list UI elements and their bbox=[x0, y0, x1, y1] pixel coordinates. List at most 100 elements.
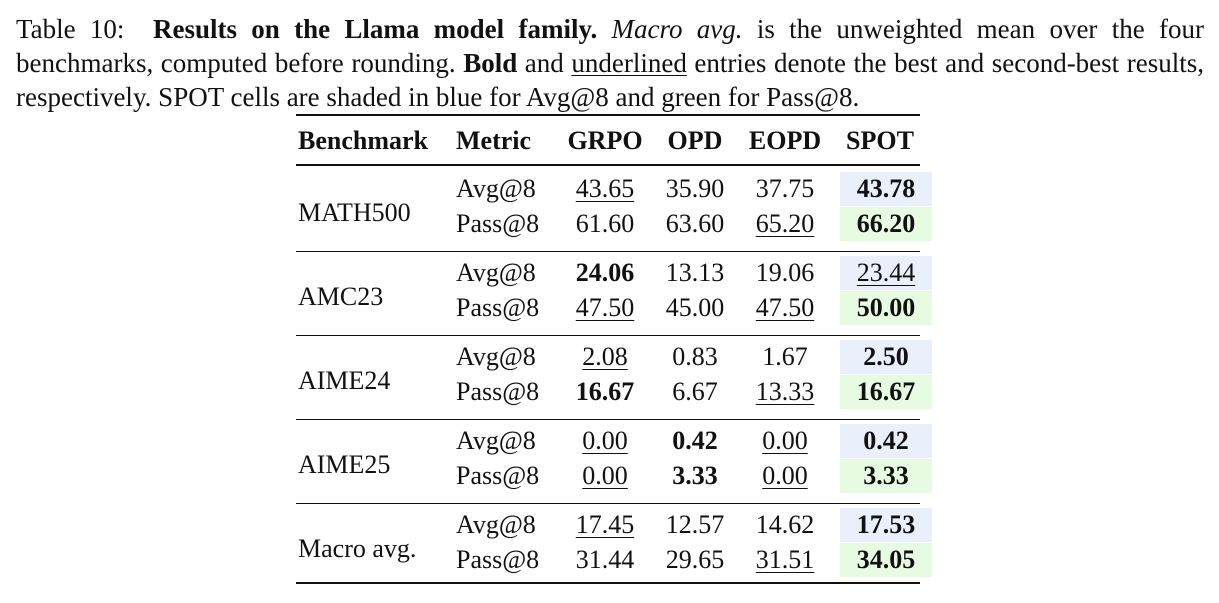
value-spot: 43.78 bbox=[856, 174, 916, 203]
table-cell-grpo: 0.00 bbox=[564, 459, 646, 493]
value-opd: 63.60 bbox=[665, 209, 725, 238]
value-spot: 66.20 bbox=[856, 209, 916, 238]
table-row: Avg@8 17.45 12.57 14.62 17.53 bbox=[296, 508, 932, 542]
benchmark-cell: AMC23 bbox=[298, 282, 384, 311]
table-cell-spot: 43.78 bbox=[840, 172, 932, 206]
value-grpo: 2.08 bbox=[582, 342, 628, 371]
value-eopd: 65.20 bbox=[755, 209, 815, 238]
value-opd: 0.42 bbox=[672, 426, 718, 455]
value-opd: 6.67 bbox=[672, 377, 718, 406]
value-grpo: 47.50 bbox=[575, 293, 635, 322]
value-grpo: 24.06 bbox=[575, 258, 635, 287]
table-top-rule bbox=[296, 114, 920, 116]
table-cell-eopd: 37.75 bbox=[744, 172, 826, 206]
header-opd: OPD bbox=[667, 126, 723, 155]
value-grpo: 16.67 bbox=[575, 377, 635, 406]
table-cell-spot: 50.00 bbox=[840, 291, 932, 325]
table-cell-grpo: 0.00 bbox=[564, 424, 646, 458]
metric-cell: Pass@8 bbox=[456, 377, 540, 406]
table-cell-grpo: 47.50 bbox=[564, 291, 646, 325]
value-opd: 29.65 bbox=[665, 545, 725, 574]
value-spot: 34.05 bbox=[856, 545, 916, 574]
value-opd: 3.33 bbox=[672, 461, 718, 490]
table-cell-spot: 2.50 bbox=[840, 340, 932, 374]
table-cell-spot: 66.20 bbox=[840, 207, 932, 241]
table-row: Pass@8 16.67 6.67 13.33 16.67 bbox=[296, 375, 932, 409]
value-grpo: 0.00 bbox=[582, 426, 628, 455]
table-cell-grpo: 24.06 bbox=[564, 256, 646, 290]
table-bottom-rule bbox=[296, 582, 920, 584]
table-cell-opd: 12.57 bbox=[660, 508, 730, 542]
table-cell-opd: 29.65 bbox=[660, 543, 730, 577]
metric-cell: Avg@8 bbox=[456, 426, 536, 455]
caption-title: Results on the Llama model family. bbox=[152, 14, 598, 44]
table-group: Macro avg. Avg@8 17.45 12.57 14.62 17.53 Pass@… bbox=[296, 508, 932, 590]
value-grpo: 0.00 bbox=[582, 461, 628, 490]
table-cell-grpo: 16.67 bbox=[564, 375, 646, 409]
table-caption: Table 10: Results on the Llama model fam… bbox=[16, 12, 1204, 114]
group-rule bbox=[296, 419, 920, 420]
value-opd: 35.90 bbox=[665, 174, 725, 203]
table-cell-spot: 34.05 bbox=[840, 543, 932, 577]
table-cell-eopd: 13.33 bbox=[744, 375, 826, 409]
table-row: Avg@8 24.06 13.13 19.06 23.44 bbox=[296, 256, 932, 290]
metric-cell: Pass@8 bbox=[456, 209, 540, 238]
table-cell-eopd: 47.50 bbox=[744, 291, 826, 325]
value-opd: 12.57 bbox=[665, 510, 725, 539]
table-cell-grpo: 17.45 bbox=[564, 508, 646, 542]
table-cell-opd: 45.00 bbox=[660, 291, 730, 325]
table-group: AMC23 Avg@8 24.06 13.13 19.06 23.44 Pass@8 47.5… bbox=[296, 256, 932, 338]
table-cell-eopd: 31.51 bbox=[744, 543, 826, 577]
value-spot: 0.42 bbox=[863, 426, 909, 455]
metric-cell: Avg@8 bbox=[456, 258, 536, 287]
table-row: Pass@8 0.00 3.33 0.00 3.33 bbox=[296, 459, 932, 493]
value-eopd: 0.00 bbox=[762, 461, 808, 490]
value-opd: 0.83 bbox=[672, 342, 718, 371]
value-grpo: 61.60 bbox=[575, 209, 635, 238]
value-opd: 13.13 bbox=[665, 258, 725, 287]
caption-text-3: entries denote the best and second-best … bbox=[16, 48, 1205, 112]
table-cell-spot: 3.33 bbox=[840, 459, 932, 493]
header-metric: Metric bbox=[456, 126, 532, 155]
table-row: Avg@8 43.65 35.90 37.75 43.78 bbox=[296, 172, 932, 206]
table-group: AIME25 Avg@8 0.00 0.42 0.00 0.42 Pass@8 0.00 3.3… bbox=[296, 424, 932, 506]
value-eopd: 1.67 bbox=[762, 342, 808, 371]
table-cell-opd: 35.90 bbox=[660, 172, 730, 206]
caption-text-1: is the unweighted mean over the four ben… bbox=[16, 14, 1204, 78]
caption-text-2: and bbox=[517, 48, 572, 78]
table-header-rule bbox=[296, 164, 920, 166]
metric-cell: Avg@8 bbox=[456, 342, 536, 371]
value-eopd: 14.62 bbox=[755, 510, 815, 539]
caption-macro-term: Macro avg. bbox=[611, 14, 743, 44]
table-cell-grpo: 61.60 bbox=[564, 207, 646, 241]
value-spot: 16.67 bbox=[856, 377, 916, 406]
group-rule bbox=[296, 503, 920, 504]
metric-cell: Avg@8 bbox=[456, 510, 536, 539]
value-spot: 2.50 bbox=[863, 342, 909, 371]
benchmark-cell: Macro avg. bbox=[298, 534, 417, 563]
group-rule bbox=[296, 335, 920, 336]
value-grpo: 31.44 bbox=[575, 545, 635, 574]
table-cell-opd: 13.13 bbox=[660, 256, 730, 290]
table-cell-eopd: 19.06 bbox=[744, 256, 826, 290]
value-eopd: 19.06 bbox=[755, 258, 815, 287]
table-cell-spot: 16.67 bbox=[840, 375, 932, 409]
table-cell-eopd: 1.67 bbox=[744, 340, 826, 374]
value-grpo: 43.65 bbox=[575, 174, 635, 203]
benchmark-cell: MATH500 bbox=[298, 198, 411, 227]
table-cell-spot: 17.53 bbox=[840, 508, 932, 542]
value-spot: 23.44 bbox=[856, 258, 916, 287]
table-cell-eopd: 65.20 bbox=[744, 207, 826, 241]
table-cell-eopd: 0.00 bbox=[744, 424, 826, 458]
table-cell-opd: 3.33 bbox=[660, 459, 730, 493]
table-cell-eopd: 14.62 bbox=[744, 508, 826, 542]
value-eopd: 47.50 bbox=[755, 293, 815, 322]
table-cell-opd: 6.67 bbox=[660, 375, 730, 409]
table-cell-opd: 0.83 bbox=[660, 340, 730, 374]
table-group: MATH500 Avg@8 43.65 35.90 37.75 43.78 Pass@8 61… bbox=[296, 172, 932, 254]
caption-label: Table 10: bbox=[16, 14, 125, 44]
table-cell-eopd: 0.00 bbox=[744, 459, 826, 493]
metric-cell: Pass@8 bbox=[456, 293, 540, 322]
header-eopd: EOPD bbox=[748, 126, 822, 155]
value-eopd: 31.51 bbox=[755, 545, 815, 574]
